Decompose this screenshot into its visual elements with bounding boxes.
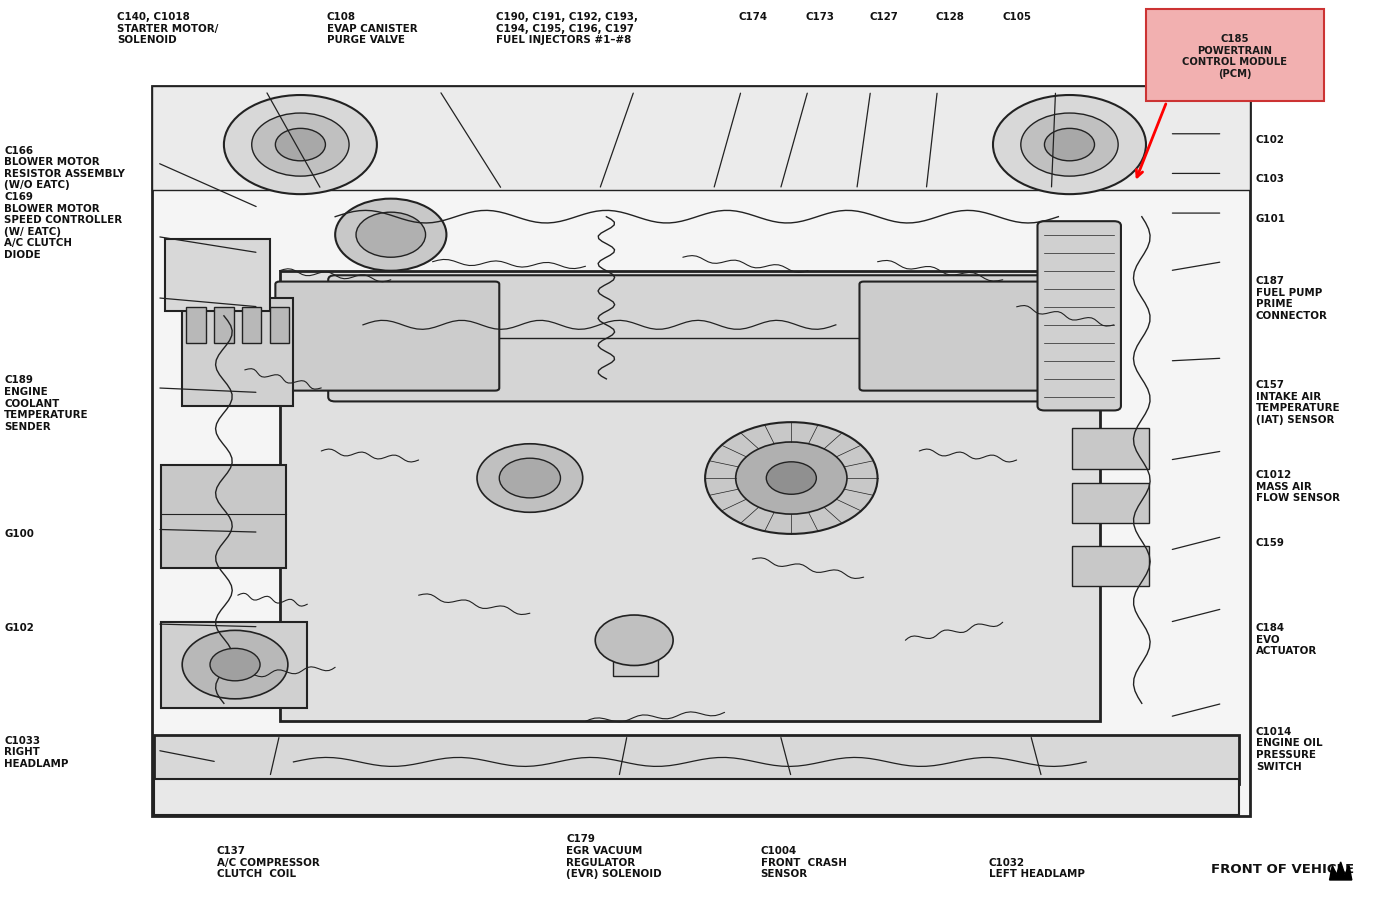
Text: C190, C191, C192, C193,
C194, C195, C196, C197
FUEL INJECTORS #1–#8: C190, C191, C192, C193, C194, C195, C196… [497,12,638,45]
Text: C174: C174 [738,12,768,23]
Bar [166,240,269,312]
Bar [1072,546,1149,587]
FancyBboxPatch shape [275,283,500,391]
Polygon shape [1329,862,1351,880]
Circle shape [335,200,447,272]
Text: C128: C128 [935,12,965,23]
Bar [152,87,1251,191]
Text: C1014
ENGINE OIL
PRESSURE
SWITCH: C1014 ENGINE OIL PRESSURE SWITCH [1256,726,1322,771]
FancyBboxPatch shape [328,276,1051,402]
Circle shape [183,630,288,699]
Bar [279,272,1100,721]
Bar [269,307,289,343]
Circle shape [251,114,349,177]
Text: C1004
FRONT  CRASH
SENSOR: C1004 FRONT CRASH SENSOR [761,845,846,879]
Circle shape [736,442,847,515]
Text: C140, C1018
STARTER MOTOR/
SOLENOID: C140, C1018 STARTER MOTOR/ SOLENOID [117,12,218,45]
Text: C108
EVAP CANISTER
PURGE VALVE: C108 EVAP CANISTER PURGE VALVE [327,12,417,45]
Bar [155,735,1240,785]
Bar [214,307,233,343]
Bar [1072,429,1149,470]
FancyBboxPatch shape [860,283,1083,391]
Text: C184
EVO
ACTUATOR: C184 EVO ACTUATOR [1256,622,1316,656]
Bar [152,87,1251,816]
Circle shape [477,444,582,513]
Bar [242,307,261,343]
Circle shape [1044,129,1094,162]
Text: C137
A/C COMPRESSOR
CLUTCH  COIL: C137 A/C COMPRESSOR CLUTCH COIL [216,845,320,879]
Circle shape [356,213,426,258]
Text: C127: C127 [870,12,898,23]
Bar [155,779,1240,815]
Text: G101: G101 [1256,214,1286,224]
Bar [613,640,658,676]
Bar [186,307,205,343]
Circle shape [993,96,1146,195]
Circle shape [766,462,817,495]
Circle shape [595,615,673,666]
Text: C1012
MASS AIR
FLOW SENSOR: C1012 MASS AIR FLOW SENSOR [1256,470,1340,503]
FancyBboxPatch shape [1146,11,1323,102]
Bar [1072,483,1149,524]
Text: C157
INTAKE AIR
TEMPERATURE
(IAT) SENSOR: C157 INTAKE AIR TEMPERATURE (IAT) SENSOR [1256,379,1340,424]
Circle shape [223,96,377,195]
Circle shape [209,648,260,681]
Text: C187
FUEL PUMP
PRIME
CONNECTOR: C187 FUEL PUMP PRIME CONNECTOR [1256,276,1328,321]
Circle shape [500,459,560,498]
Text: G100: G100 [4,528,34,538]
Bar [162,465,286,569]
Text: C159: C159 [1256,537,1284,547]
Text: FRONT OF VEHICLE: FRONT OF VEHICLE [1212,862,1354,876]
Text: C102: C102 [1256,135,1284,144]
Bar [183,299,293,406]
Text: C189
ENGINE
COOLANT
TEMPERATURE
SENDER: C189 ENGINE COOLANT TEMPERATURE SENDER [4,375,89,432]
Text: C166
BLOWER MOTOR
RESISTOR ASSEMBLY
(W/O EATC)
C169
BLOWER MOTOR
SPEED CONTROLLE: C166 BLOWER MOTOR RESISTOR ASSEMBLY (W/O… [4,145,126,260]
Text: C105: C105 [1002,12,1032,23]
Bar [162,622,307,708]
Text: C1032
LEFT HEADLAMP: C1032 LEFT HEADLAMP [988,857,1085,879]
FancyBboxPatch shape [1037,222,1121,411]
Text: C1033
RIGHT
HEADLAMP: C1033 RIGHT HEADLAMP [4,735,68,768]
Text: C179
EGR VACUUM
REGULATOR
(EVR) SOLENOID: C179 EGR VACUUM REGULATOR (EVR) SOLENOID [565,833,662,879]
Circle shape [275,129,325,162]
Text: G102: G102 [4,622,34,632]
Text: C173: C173 [805,12,835,23]
Circle shape [1020,114,1118,177]
Text: C103: C103 [1256,174,1284,184]
Circle shape [705,423,878,535]
Text: C185
POWERTRAIN
CONTROL MODULE
(PCM): C185 POWERTRAIN CONTROL MODULE (PCM) [1182,34,1287,79]
